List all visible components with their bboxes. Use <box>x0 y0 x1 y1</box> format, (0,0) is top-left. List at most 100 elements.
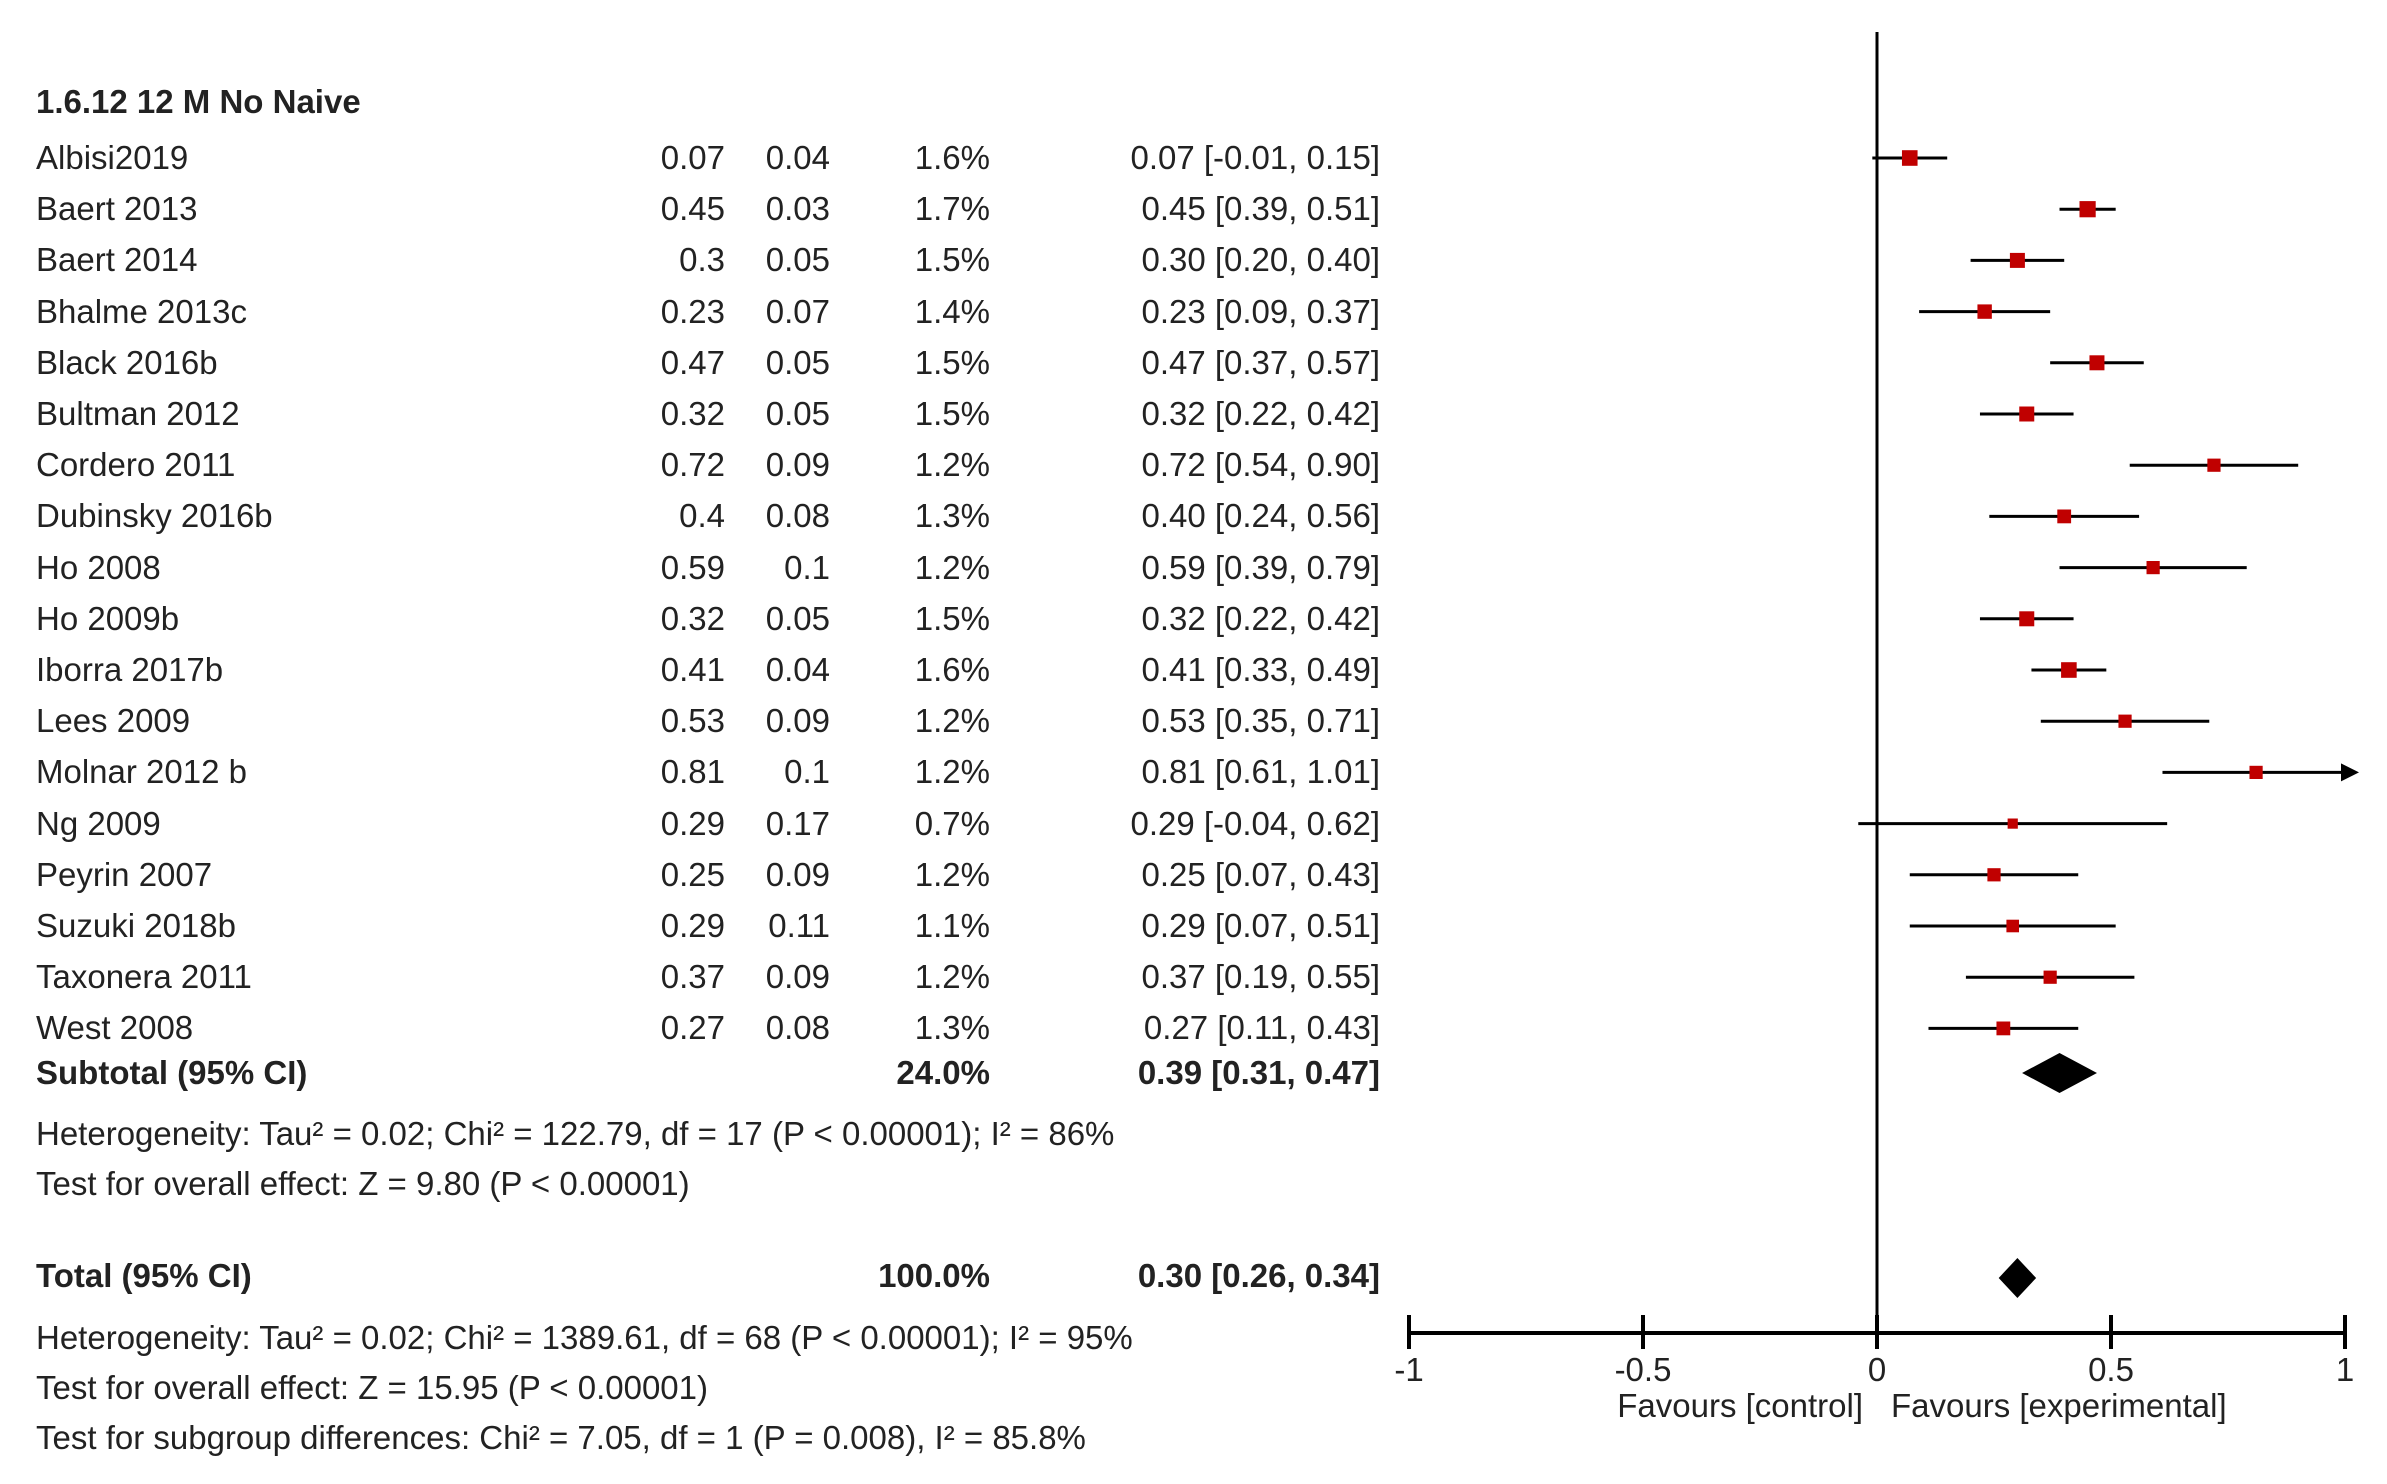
study-estimate: 0.32 <box>660 395 725 432</box>
favours-experimental-label: Favours [experimental] <box>1891 1387 2227 1424</box>
subtotal-weight: 24.0% <box>896 1054 990 1091</box>
x-tick-label: 1 <box>2336 1351 2354 1388</box>
study-name: Molnar 2012 b <box>36 753 247 791</box>
study-weight: 1.6% <box>914 651 990 688</box>
subgroup-heterogeneity: Heterogeneity: Tau² = 0.02; Chi² = 122.7… <box>36 1115 1115 1152</box>
study-se: 0.07 <box>765 292 830 330</box>
study-point-estimate <box>2146 561 2160 575</box>
study-se: 0.09 <box>765 958 830 996</box>
subtotal-diamond <box>2022 1053 2097 1093</box>
study-se: 0.17 <box>765 804 830 842</box>
study-estimate: 0.29 <box>660 907 725 944</box>
total-overall-effect: Test for overall effect: Z = 15.95 (P < … <box>36 1369 709 1406</box>
study-weight: 1.1% <box>914 907 990 944</box>
study-name: Ho 2009b <box>36 599 180 637</box>
study-weight: 1.6% <box>914 139 990 176</box>
study-point-estimate <box>1987 868 2001 882</box>
study-ci: 0.32 [0.22, 0.42] <box>1141 395 1380 432</box>
study-se: 0.1 <box>784 548 830 586</box>
x-tick-label: 0 <box>1868 1351 1886 1388</box>
study-se: 0.11 <box>768 907 830 944</box>
study-point-estimate <box>2249 765 2263 779</box>
total-ci: 0.30 [0.26, 0.34] <box>1137 1257 1380 1294</box>
study-se: 0.09 <box>765 855 830 893</box>
study-name: Ng 2009 <box>36 804 161 842</box>
study-name: Ho 2008 <box>36 548 161 586</box>
study-name: Albisi2019 <box>36 139 189 176</box>
subtotal-ci: 0.39 [0.31, 0.47] <box>1137 1054 1380 1091</box>
favours-control-label: Favours [control] <box>1617 1387 1863 1424</box>
study-estimate: 0.37 <box>660 958 725 996</box>
study-estimate: 0.81 <box>660 753 725 791</box>
study-se: 0.05 <box>765 241 830 279</box>
total-weight: 100.0% <box>878 1257 990 1294</box>
study-name: Baert 2013 <box>36 190 198 228</box>
study-estimate: 0.07 <box>660 139 725 176</box>
study-se: 0.09 <box>765 702 830 740</box>
study-point-estimate <box>2009 252 2025 268</box>
study-se: 0.05 <box>765 599 830 637</box>
study-weight: 1.7% <box>914 190 990 228</box>
study-point-estimate <box>1996 1021 2011 1036</box>
study-ci: 0.27 [0.11, 0.43] <box>1143 1009 1380 1047</box>
study-name: Cordero 2011 <box>36 446 236 484</box>
study-ci: 0.40 [0.24, 0.56] <box>1141 497 1380 535</box>
study-name: Black 2016b <box>36 343 218 381</box>
study-estimate: 0.32 <box>660 599 725 637</box>
study-point-estimate <box>2007 818 2018 829</box>
study-point-estimate <box>2207 458 2221 472</box>
subgroup-title: 1.6.12 12 M No Naive <box>36 83 361 120</box>
study-ci: 0.53 [0.35, 0.71] <box>1141 702 1380 740</box>
study-se: 0.08 <box>765 497 830 535</box>
study-weight: 1.3% <box>914 1009 990 1047</box>
study-estimate: 0.59 <box>660 548 725 586</box>
study-weight: 1.2% <box>914 702 990 740</box>
study-se: 0.04 <box>765 651 830 688</box>
study-ci: 0.47 [0.37, 0.57] <box>1141 343 1380 381</box>
study-ci: 0.23 [0.09, 0.37] <box>1141 292 1380 330</box>
study-se: 0.09 <box>765 446 830 484</box>
study-estimate: 0.29 <box>660 804 725 842</box>
study-ci: 0.81 [0.61, 1.01] <box>1141 753 1380 791</box>
study-weight: 1.5% <box>914 599 990 637</box>
study-point-estimate <box>2089 355 2105 371</box>
study-weight: 1.5% <box>914 343 990 381</box>
total-label: Total (95% CI) <box>36 1257 252 1294</box>
study-name: Peyrin 2007 <box>36 855 213 893</box>
study-weight: 1.2% <box>914 446 990 484</box>
study-estimate: 0.45 <box>660 190 725 228</box>
study-name: Bultman 2012 <box>36 395 240 432</box>
study-ci: 0.29 [-0.04, 0.62] <box>1130 804 1380 842</box>
study-se: 0.08 <box>765 1009 830 1047</box>
study-estimate: 0.41 <box>660 651 725 688</box>
total-heterogeneity: Heterogeneity: Tau² = 0.02; Chi² = 1389.… <box>36 1319 1133 1356</box>
study-estimate: 0.72 <box>660 446 725 484</box>
total-diamond <box>1998 1258 2037 1298</box>
study-ci: 0.07 [-0.01, 0.15] <box>1130 139 1380 176</box>
study-estimate: 0.25 <box>660 855 725 893</box>
study-name: Baert 2014 <box>36 241 198 279</box>
study-estimate: 0.4 <box>679 497 725 535</box>
study-weight: 1.5% <box>914 241 990 279</box>
study-estimate: 0.3 <box>679 241 725 279</box>
study-se: 0.05 <box>765 395 830 432</box>
study-name: Bhalme 2013c <box>36 292 247 330</box>
study-ci: 0.25 [0.07, 0.43] <box>1141 855 1380 893</box>
study-ci: 0.72 [0.54, 0.90] <box>1141 446 1380 484</box>
study-ci: 0.59 [0.39, 0.79] <box>1141 548 1380 586</box>
study-name: Lees 2009 <box>36 702 191 740</box>
study-weight: 1.3% <box>914 497 990 535</box>
study-weight: 1.2% <box>914 548 990 586</box>
subgroup-differences-test: Test for subgroup differences: Chi² = 7.… <box>36 1419 1086 1456</box>
study-se: 0.03 <box>765 190 830 228</box>
study-weight: 1.2% <box>914 958 990 996</box>
study-ci: 0.41 [0.33, 0.49] <box>1141 651 1380 688</box>
study-point-estimate <box>2079 201 2096 218</box>
subgroup-overall-effect: Test for overall effect: Z = 9.80 (P < 0… <box>36 1165 690 1202</box>
study-point-estimate <box>2019 406 2035 422</box>
study-estimate: 0.27 <box>660 1009 725 1047</box>
study-point-estimate <box>2043 970 2057 984</box>
study-weight: 1.4% <box>914 292 990 330</box>
